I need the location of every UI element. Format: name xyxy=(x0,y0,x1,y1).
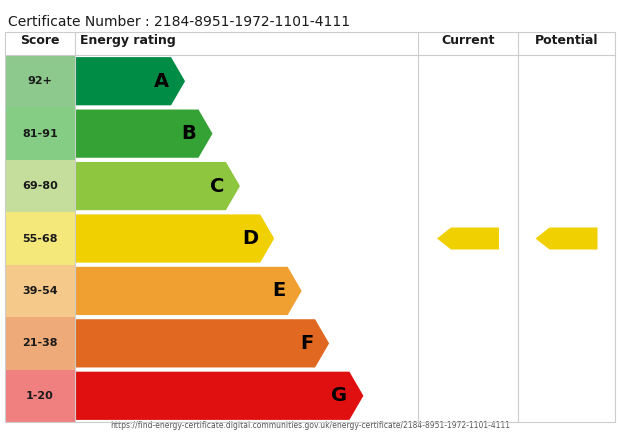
Bar xyxy=(5,212,75,265)
Polygon shape xyxy=(75,110,213,158)
Bar xyxy=(5,317,75,370)
Polygon shape xyxy=(75,214,274,263)
Bar xyxy=(5,107,75,160)
Text: Score: Score xyxy=(20,34,60,47)
Text: Energy rating: Energy rating xyxy=(80,34,175,47)
Text: 58: 58 xyxy=(461,231,482,246)
Polygon shape xyxy=(75,162,240,210)
Text: C: C xyxy=(210,176,224,195)
Bar xyxy=(5,160,75,212)
Polygon shape xyxy=(437,227,499,249)
Text: D: D xyxy=(242,229,258,248)
Polygon shape xyxy=(75,319,329,367)
Polygon shape xyxy=(75,57,185,105)
Text: https://find-energy-certificate.digital.communities.gov.uk/energy-certificate/21: https://find-energy-certificate.digital.… xyxy=(110,421,510,430)
Text: A: A xyxy=(154,72,169,91)
Text: 58: 58 xyxy=(559,231,580,246)
Polygon shape xyxy=(75,267,302,315)
Text: 81-91: 81-91 xyxy=(22,128,58,139)
Text: 39-54: 39-54 xyxy=(22,286,58,296)
Text: Certificate Number : 2184-8951-1972-1101-4111: Certificate Number : 2184-8951-1972-1101… xyxy=(8,15,350,29)
Bar xyxy=(5,370,75,422)
Text: 21-38: 21-38 xyxy=(22,338,58,348)
Polygon shape xyxy=(536,227,598,249)
Text: Potential: Potential xyxy=(534,34,598,47)
Polygon shape xyxy=(75,372,363,420)
Text: 1-20: 1-20 xyxy=(26,391,54,401)
Bar xyxy=(5,55,75,107)
Text: 92+: 92+ xyxy=(27,76,53,86)
Text: Current: Current xyxy=(441,34,495,47)
Text: 69-80: 69-80 xyxy=(22,181,58,191)
Text: G: G xyxy=(331,386,347,405)
Text: 55-68: 55-68 xyxy=(22,234,58,243)
Bar xyxy=(5,32,615,422)
Text: B: B xyxy=(182,124,197,143)
Bar xyxy=(5,265,75,317)
Text: F: F xyxy=(300,334,313,353)
Text: E: E xyxy=(272,282,286,301)
